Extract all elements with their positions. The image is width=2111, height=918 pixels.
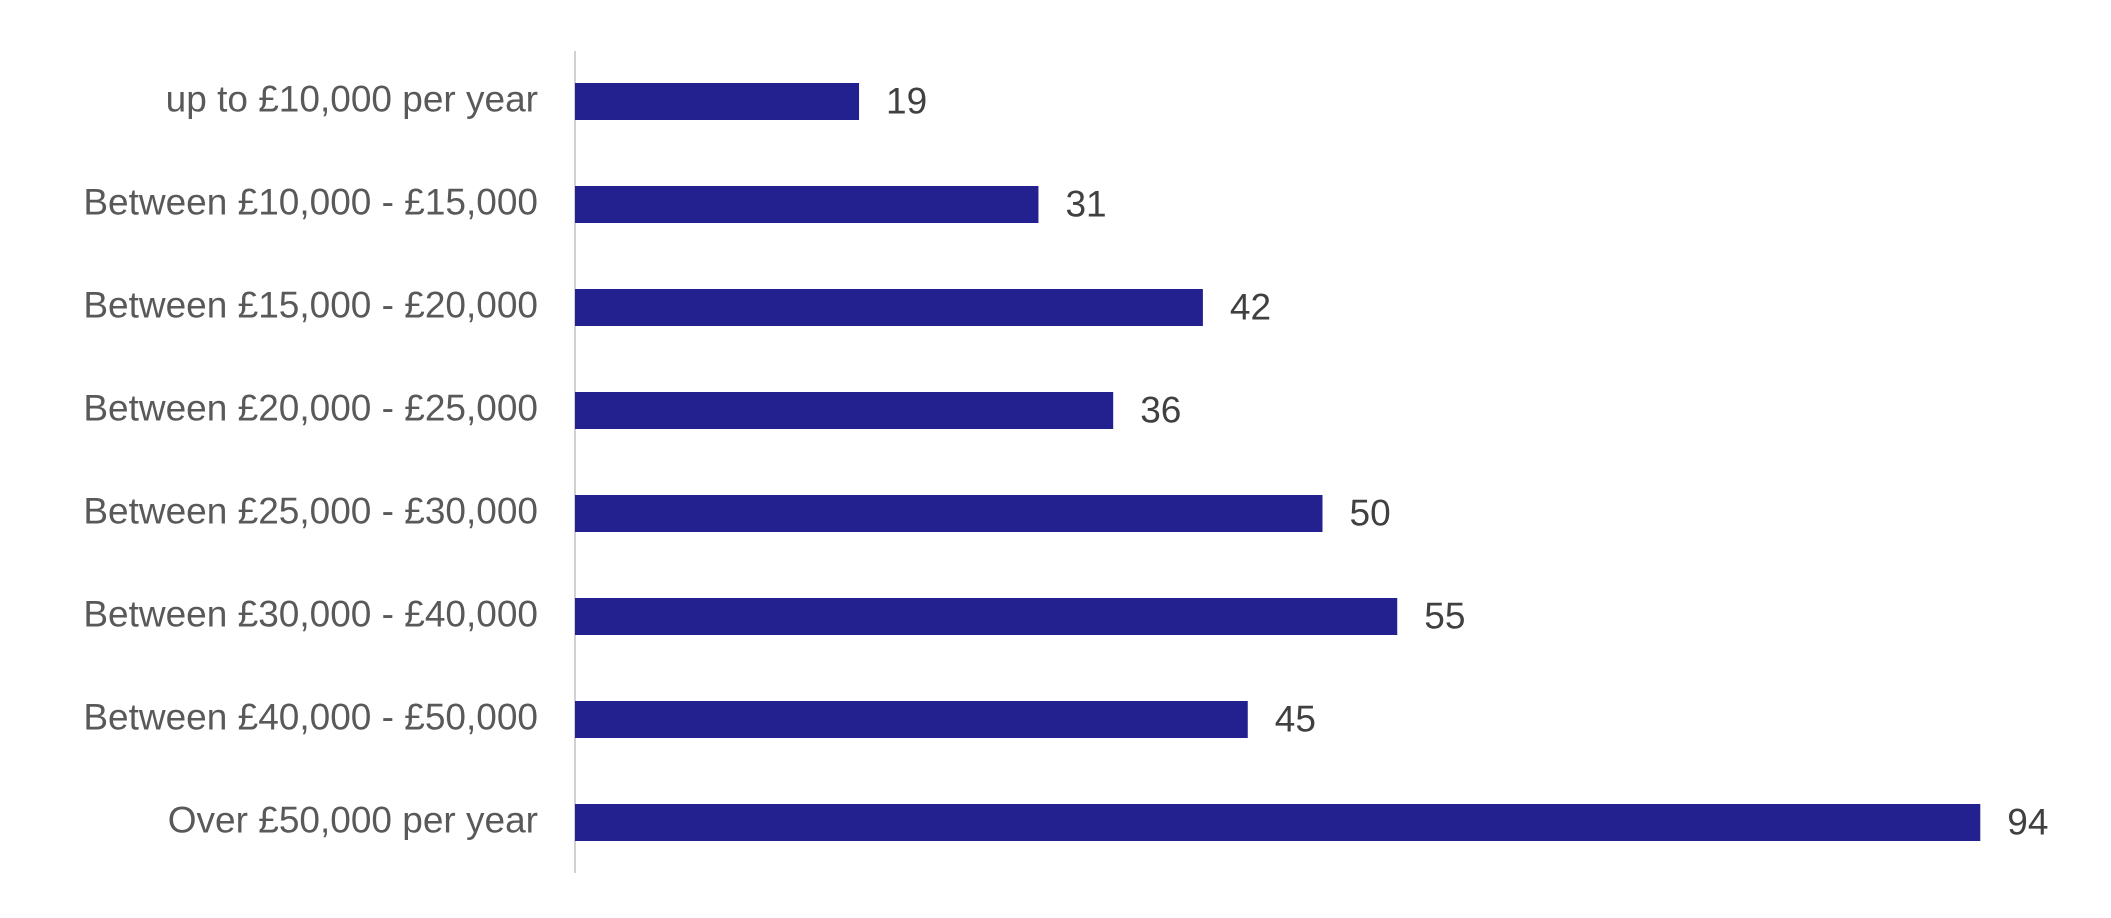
value-label: 19 [886,80,927,121]
value-label: 55 [1424,595,1465,636]
value-label: 31 [1065,183,1106,224]
bar [575,392,1114,429]
value-label: 50 [1350,492,1391,533]
category-label: Between £30,000 - £40,000 [83,593,538,634]
category-label: Between £40,000 - £50,000 [83,696,538,737]
bar [575,804,1981,841]
category-label: up to £10,000 per year [166,78,538,119]
value-label: 45 [1275,698,1316,739]
bar [575,598,1398,635]
bar [575,495,1323,532]
bar [575,701,1248,738]
category-label: Between £15,000 - £20,000 [83,284,538,325]
bar [575,289,1203,326]
value-label: 36 [1140,389,1181,430]
bar [575,186,1039,223]
value-label: 94 [2007,801,2048,842]
bar [575,83,860,120]
category-label: Over £50,000 per year [168,799,538,840]
value-label: 42 [1230,286,1271,327]
category-label: Between £20,000 - £25,000 [83,387,538,428]
category-label: Between £10,000 - £15,000 [83,181,538,222]
category-label: Between £25,000 - £30,000 [83,490,538,531]
